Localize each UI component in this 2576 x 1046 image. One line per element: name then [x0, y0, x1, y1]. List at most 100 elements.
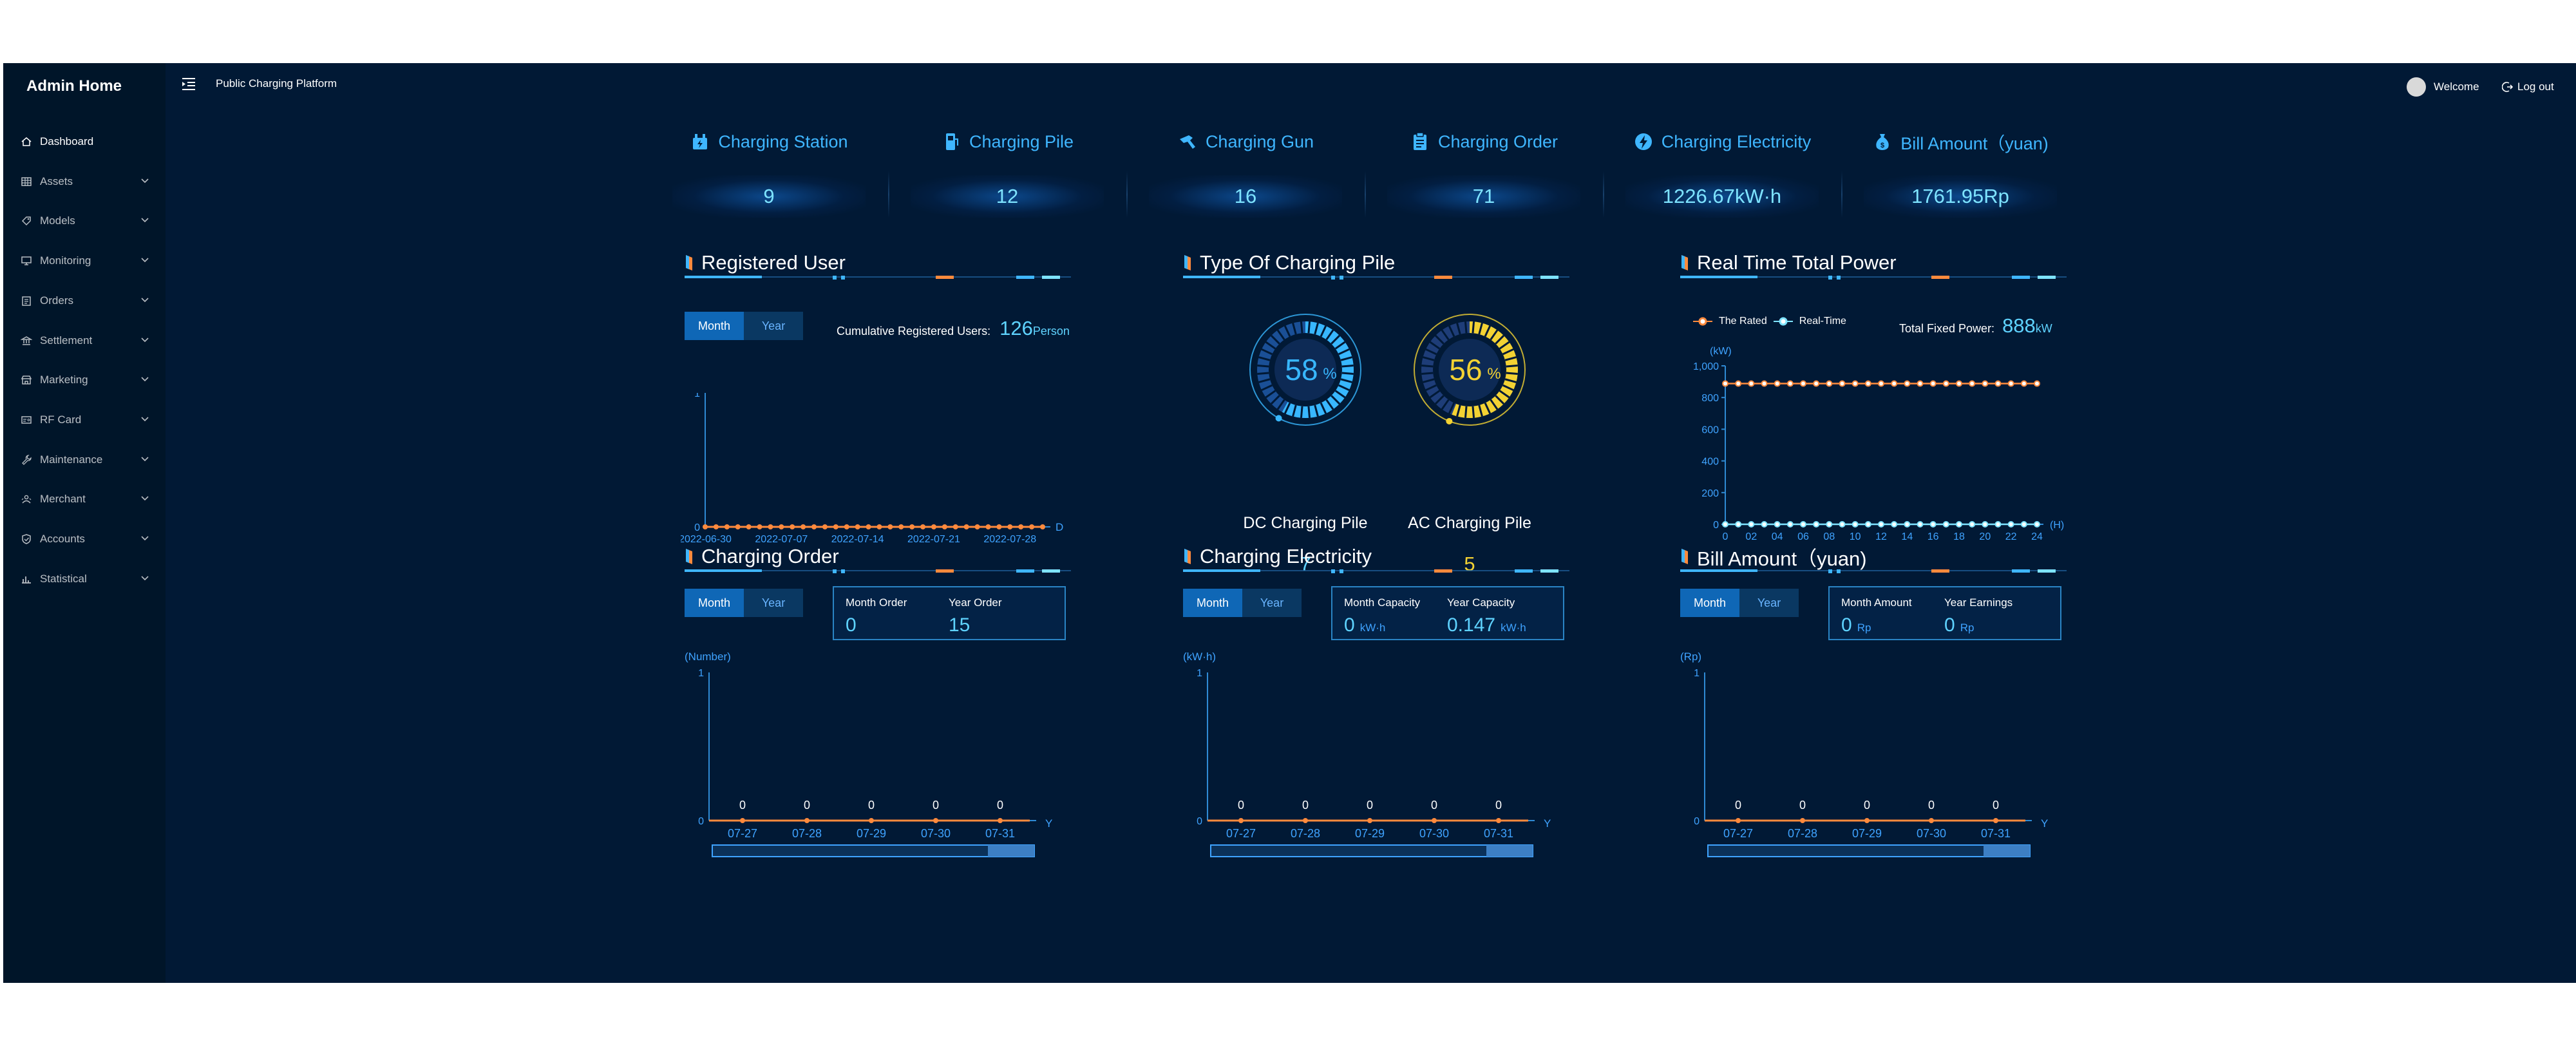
sidebar-item-dashboard[interactable]: Dashboard — [3, 124, 166, 160]
data-point — [822, 524, 828, 529]
gauge-outer-ring — [1249, 314, 1361, 426]
gauge-segment-gap — [1495, 334, 1505, 345]
sidebar-item-orders[interactable]: Orders — [3, 283, 166, 319]
sidebar-item-accounts[interactable]: Accounts — [3, 521, 166, 557]
menu-fold-icon[interactable] — [181, 76, 196, 91]
data-point — [898, 524, 904, 529]
summary-label-a: Month Amount — [1841, 596, 1912, 609]
title-blue-mark — [1515, 569, 1533, 573]
title-flag-icon — [686, 255, 692, 271]
gauge-segment-gap — [1421, 364, 1434, 368]
gauge-segment-gap — [1478, 323, 1483, 335]
title-blue-mark — [2012, 569, 2030, 573]
cumulative-unit: Person — [1032, 325, 1070, 338]
data-point — [1917, 521, 1924, 528]
gauge-segment-gap — [1504, 378, 1517, 383]
zoom-slider-window — [1486, 845, 1533, 857]
sidebar-item-label: Monitoring — [40, 254, 91, 267]
data-point — [740, 818, 745, 823]
avatar[interactable] — [2407, 77, 2426, 97]
data-point — [1878, 521, 1884, 528]
data-point — [811, 524, 817, 529]
tab-month[interactable]: Month — [685, 589, 744, 617]
cumulative-users: Cumulative Registered Users: 126Person — [837, 317, 1070, 340]
stat-divider — [1603, 171, 1604, 218]
legend-rated-label[interactable]: The Rated — [1719, 316, 1767, 327]
tab-month[interactable]: Month — [1183, 589, 1242, 617]
period-toggle: Month Year — [1183, 589, 1302, 617]
gauge-segment-gap — [1425, 348, 1437, 356]
data-point — [1748, 380, 1755, 387]
power-title: Real Time Total Power — [1697, 251, 1897, 274]
data-point — [952, 524, 958, 529]
tab-year[interactable]: Year — [1739, 589, 1799, 617]
data-point — [1917, 380, 1924, 387]
data-point — [804, 818, 810, 823]
bar-chart-icon — [21, 573, 32, 585]
tab-year[interactable]: Year — [1242, 589, 1302, 617]
tab-month[interactable]: Month — [1680, 589, 1739, 617]
gauge-segment-gap — [1283, 403, 1291, 414]
dc-pile-label: DC Charging Pile — [1243, 514, 1368, 532]
gauge-segment-gap — [1258, 378, 1271, 383]
x-tick-label: 2022-07-07 — [755, 534, 808, 545]
data-point — [833, 524, 838, 529]
x-tick-label: 22 — [2005, 531, 2017, 542]
welcome-text[interactable]: Welcome — [2434, 81, 2479, 93]
chevron-down-icon — [140, 573, 150, 583]
sidebar-item-monitoring[interactable]: Monitoring — [3, 243, 166, 279]
data-point — [909, 524, 915, 529]
data-point — [1813, 521, 1820, 528]
sidebar-item-label: Assets — [40, 175, 73, 187]
x-tick-label: 07-29 — [1355, 827, 1385, 840]
tab-year[interactable]: Year — [744, 589, 803, 617]
sidebar-item-statistical[interactable]: Statistical — [3, 561, 166, 597]
sidebar-item-settlement[interactable]: Settlement — [3, 323, 166, 359]
y-tick-label: 1 — [1197, 668, 1202, 679]
cumulative-value: 126 — [999, 317, 1033, 339]
data-point — [844, 524, 849, 529]
logout-button[interactable]: Log out — [2502, 79, 2554, 95]
title-tick — [833, 276, 837, 280]
svg-text:$: $ — [1880, 142, 1884, 149]
gauge-segment-gap — [1320, 403, 1327, 414]
gauge-segment-gap — [1314, 404, 1319, 417]
gauge-segment-gap — [1490, 329, 1499, 341]
data-point — [779, 524, 784, 529]
title-flag-icon — [1184, 255, 1191, 271]
x-tick-label: 07-31 — [1484, 827, 1513, 840]
gauge-segment-gap — [1429, 341, 1441, 350]
tab-year[interactable]: Year — [744, 312, 803, 340]
stat-value-box: 16 — [1149, 175, 1342, 218]
x-tick-label: 2022-06-30 — [681, 534, 732, 545]
y-axis-unit: (Rp) — [1680, 651, 1702, 663]
stat-value-box: 71 — [1387, 175, 1580, 218]
sidebar-item-models[interactable]: Models — [3, 203, 166, 239]
legend-realtime-label[interactable]: Real-Time — [1799, 316, 1846, 327]
x-tick-label: 02 — [1745, 531, 1757, 542]
sidebar-item-rf-card[interactable]: RF Card — [3, 402, 166, 438]
stat-title: Charging Electricity — [1603, 128, 1841, 156]
sidebar-item-maintenance[interactable]: Maintenance — [3, 442, 166, 478]
data-point — [2034, 521, 2040, 528]
title-cyan-mark — [1042, 276, 1060, 279]
data-point — [757, 524, 762, 529]
stat-divider — [888, 171, 889, 218]
tab-month[interactable]: Month — [685, 312, 744, 340]
x-tick-label: 07-27 — [1226, 827, 1256, 840]
sidebar-item-marketing[interactable]: Marketing — [3, 362, 166, 398]
x-tick-label: 07-30 — [1419, 827, 1449, 840]
sidebar-item-assets[interactable]: Assets — [3, 164, 166, 200]
title-cyan-mark — [1042, 569, 1060, 573]
electricity-summary: Month Capacity Year Capacity 0 kW·h 0.147… — [1331, 586, 1564, 640]
month-capacity-value: 0 — [1344, 614, 1355, 636]
title-blue-mark — [1016, 569, 1034, 573]
shop-icon — [21, 374, 32, 386]
title-orange-mark — [1931, 276, 1949, 279]
pile-type-title: Type Of Charging Pile — [1200, 251, 1396, 274]
stat-card-charging-electricity: Charging Electricity 1226.67kW·h — [1603, 128, 1841, 224]
sidebar-item-merchant[interactable]: Merchant — [3, 481, 166, 517]
data-label: 0 — [1238, 799, 1244, 812]
brand-title: Admin Home — [26, 77, 122, 95]
order-summary: Month Order Year Order 0 15 — [833, 586, 1066, 640]
